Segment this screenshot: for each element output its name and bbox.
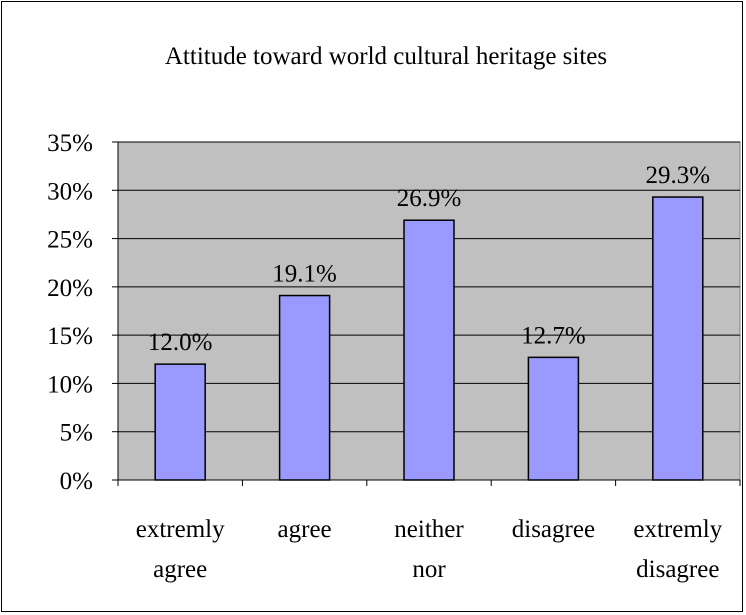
y-tick-label: 5% — [60, 420, 93, 447]
bar — [652, 196, 704, 481]
data-label: 12.0% — [148, 329, 213, 356]
category-label: extremly — [136, 516, 225, 543]
chart-title: Attitude toward world cultural heritage … — [165, 43, 607, 70]
y-tick-label: 25% — [47, 227, 93, 254]
category-label: disagree — [636, 556, 719, 583]
data-label: 26.9% — [397, 185, 462, 212]
y-tick-label: 0% — [60, 468, 93, 495]
category-label: agree — [278, 516, 332, 543]
category-label: disagree — [512, 516, 595, 543]
category-label: agree — [153, 556, 207, 583]
y-tick-label: 20% — [47, 275, 93, 302]
category-label: extremly — [633, 516, 722, 543]
bar — [154, 363, 206, 481]
bar — [278, 294, 331, 481]
data-label: 19.1% — [272, 261, 337, 288]
data-label: 12.7% — [521, 322, 586, 349]
bar — [403, 219, 455, 481]
category-label: neither — [394, 516, 464, 543]
y-tick-label: 35% — [47, 130, 93, 157]
data-label: 29.3% — [646, 162, 711, 189]
bars — [154, 196, 704, 481]
category-label: nor — [412, 556, 446, 583]
y-tick-label: 30% — [47, 178, 93, 205]
y-axis-tick-labels: 0% 5% 10% 15% 20% 25% 30% 35% — [47, 130, 93, 495]
bar — [527, 356, 580, 481]
y-tick-label: 10% — [47, 371, 93, 398]
data-labels: 12.0% 19.1% 26.9% 12.7% 29.3% — [148, 162, 710, 356]
x-axis-category-labels: extremly agree agree neither nor disagree extr… — [136, 516, 723, 583]
y-tick-label: 15% — [47, 323, 93, 350]
